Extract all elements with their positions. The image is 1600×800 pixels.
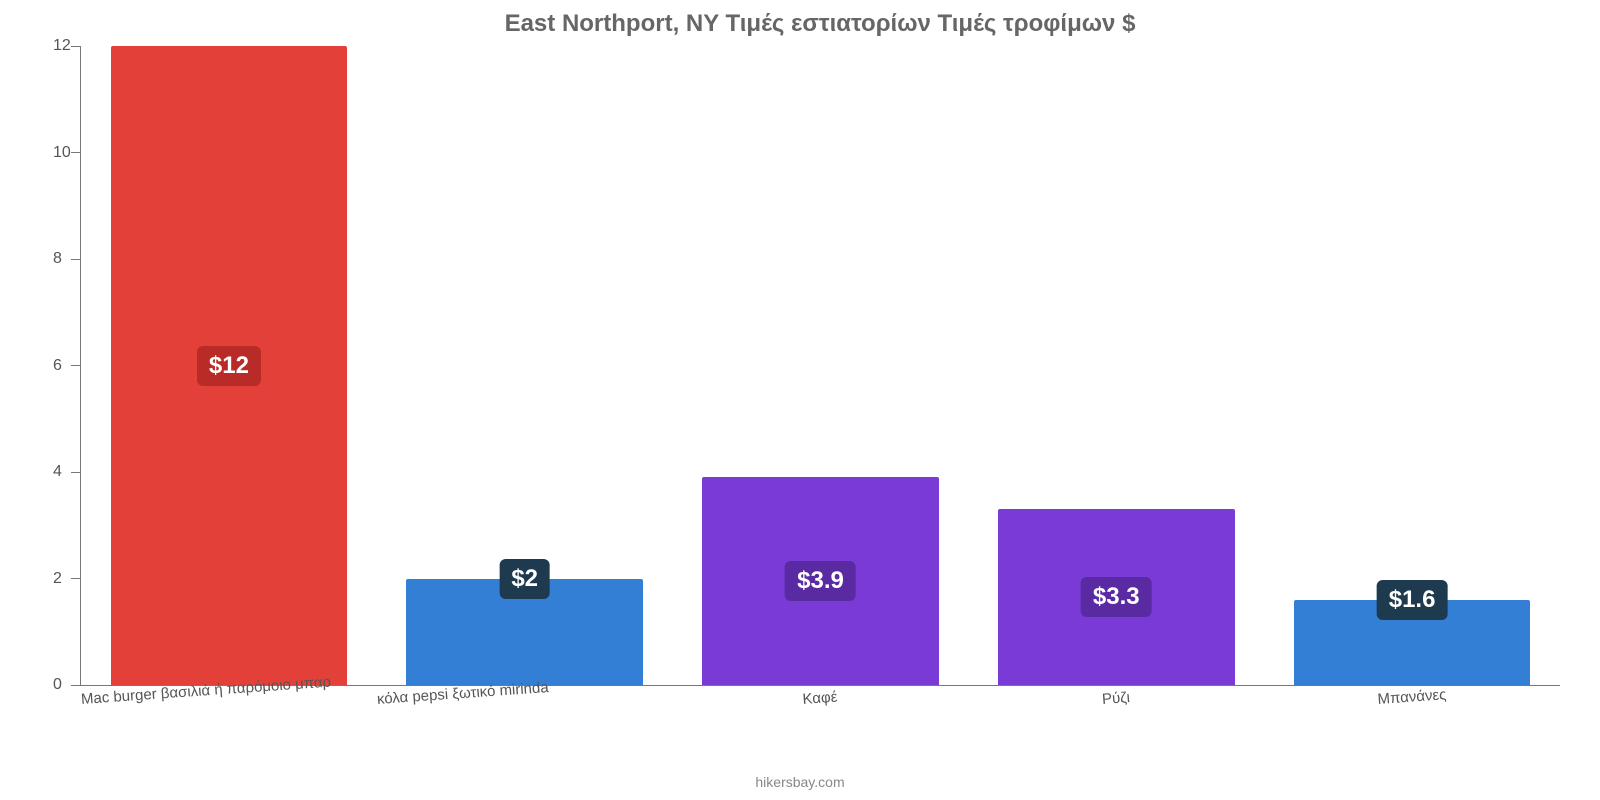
y-tick-mark [71,578,81,579]
bar-slot: $1.6 [1264,46,1560,685]
bar: $1.6 [1294,600,1531,685]
y-tick-mark [71,365,81,366]
bar-slot: $3.3 [968,46,1264,685]
bar: $2 [406,579,643,686]
y-tick-label: 8 [53,250,67,268]
bar-value-badge: $12 [197,346,261,386]
bar: $12 [111,46,348,685]
chart-title: East Northport, NY Τιμές εστιατορίων Τιμ… [80,10,1560,38]
y-tick-label: 2 [53,570,67,588]
price-bar-chart: East Northport, NY Τιμές εστιατορίων Τιμ… [0,0,1600,800]
bar-value-badge: $1.6 [1377,580,1448,620]
y-tick-label: 12 [53,37,67,55]
bar-slot: $12 [81,46,377,685]
y-tick-mark [71,152,81,153]
bar-slot: $3.9 [673,46,969,685]
plot-area: $12$2$3.9$3.3$1.6 Mac burger βασιλιά ή π… [80,46,1560,686]
y-tick-label: 6 [53,357,67,375]
bar-slot: $2 [377,46,673,685]
y-tick-label: 0 [53,676,67,694]
bars-container: $12 $2 $3.9 $3.3 $1.6 [81,46,1560,685]
y-tick-mark [71,472,81,473]
x-axis-category-label: Καφέ [802,689,838,708]
x-axis-category-label: Μπανάνες [1377,686,1447,708]
bar-value-badge: $3.3 [1081,577,1152,617]
y-tick-mark [71,46,81,47]
y-tick-mark [71,685,81,686]
y-tick-mark [71,259,81,260]
y-tick-label: 4 [53,463,67,481]
bar: $3.3 [998,509,1235,685]
credit-text: hikersbay.com [755,774,844,790]
bar-value-badge: $3.9 [785,561,856,601]
bar-value-badge: $2 [499,559,550,599]
y-tick-label: 10 [53,144,67,162]
x-axis-category-label: Ρύζι [1102,689,1131,708]
bar: $3.9 [702,477,939,685]
